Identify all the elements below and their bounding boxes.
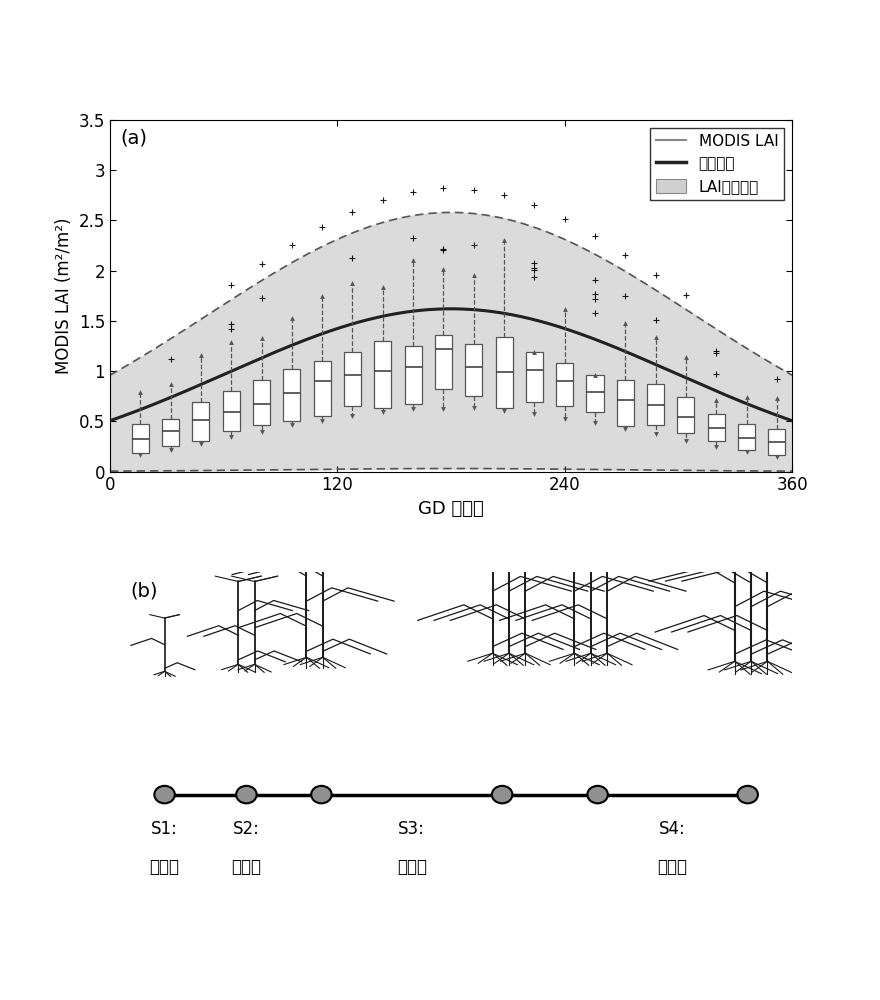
PathPatch shape bbox=[313, 361, 331, 416]
Ellipse shape bbox=[236, 786, 257, 803]
Legend: MODIS LAI, 拟合曲线, LAI取值范围: MODIS LAI, 拟合曲线, LAI取值范围 bbox=[649, 128, 784, 200]
PathPatch shape bbox=[374, 341, 392, 408]
PathPatch shape bbox=[526, 352, 543, 402]
Text: 伸长期: 伸长期 bbox=[397, 858, 427, 876]
Ellipse shape bbox=[492, 786, 512, 803]
PathPatch shape bbox=[678, 397, 694, 433]
PathPatch shape bbox=[435, 335, 452, 389]
Text: S2:: S2: bbox=[233, 820, 260, 838]
PathPatch shape bbox=[132, 424, 149, 453]
PathPatch shape bbox=[193, 402, 209, 441]
PathPatch shape bbox=[586, 375, 604, 412]
PathPatch shape bbox=[708, 414, 725, 441]
PathPatch shape bbox=[495, 337, 512, 408]
Text: (a): (a) bbox=[121, 129, 147, 148]
PathPatch shape bbox=[738, 424, 755, 450]
X-axis label: GD （天）: GD （天） bbox=[418, 500, 484, 518]
PathPatch shape bbox=[283, 369, 300, 421]
Ellipse shape bbox=[588, 786, 608, 803]
Text: 分蘅期: 分蘅期 bbox=[231, 858, 261, 876]
Ellipse shape bbox=[154, 786, 175, 803]
Text: (b): (b) bbox=[130, 581, 158, 600]
PathPatch shape bbox=[344, 352, 361, 406]
PathPatch shape bbox=[162, 419, 180, 446]
Text: S3:: S3: bbox=[399, 820, 425, 838]
Ellipse shape bbox=[737, 786, 758, 803]
Text: S1:: S1: bbox=[151, 820, 178, 838]
PathPatch shape bbox=[253, 380, 270, 425]
PathPatch shape bbox=[647, 384, 664, 425]
PathPatch shape bbox=[405, 346, 422, 404]
Text: 成熟期: 成熟期 bbox=[657, 858, 687, 876]
Text: 出苗期: 出苗期 bbox=[150, 858, 180, 876]
PathPatch shape bbox=[466, 344, 482, 396]
Text: S4:: S4: bbox=[659, 820, 686, 838]
Ellipse shape bbox=[312, 786, 332, 803]
PathPatch shape bbox=[768, 429, 785, 455]
Y-axis label: MODIS LAI (m²/m²): MODIS LAI (m²/m²) bbox=[55, 218, 73, 374]
PathPatch shape bbox=[556, 363, 573, 406]
PathPatch shape bbox=[223, 391, 239, 431]
PathPatch shape bbox=[617, 380, 634, 426]
